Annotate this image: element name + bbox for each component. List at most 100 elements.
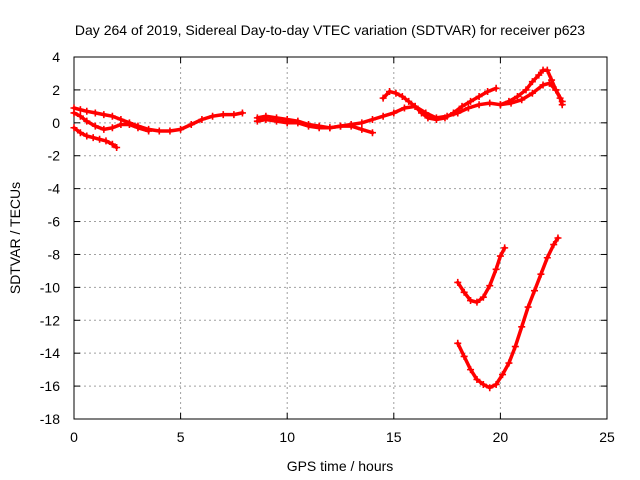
data-point [305, 120, 313, 128]
data-point [83, 132, 91, 140]
data-point [83, 107, 91, 115]
data-point [537, 270, 545, 278]
y-tick-label: -8 [48, 246, 61, 262]
data-point [454, 278, 462, 286]
data-point [513, 92, 521, 100]
data-point [496, 252, 504, 260]
data-point [535, 71, 543, 79]
data-point [467, 97, 475, 105]
series-track-h [454, 244, 509, 306]
data-point [125, 120, 133, 128]
data-point [400, 104, 408, 112]
data-point [390, 109, 398, 117]
x-tick-label: 0 [70, 429, 78, 445]
data-point [424, 114, 432, 122]
plot-frame [73, 56, 608, 420]
y-tick-label: -18 [40, 411, 60, 427]
data-point [198, 116, 206, 124]
data-point [91, 109, 99, 117]
data-point [505, 97, 513, 105]
data-point [405, 97, 413, 105]
data-point [379, 94, 387, 102]
data-point [505, 359, 513, 367]
data-point [166, 127, 174, 135]
data-point [543, 254, 551, 262]
data-point [486, 99, 494, 107]
y-axis-label: SDTVAR / TECUs [7, 182, 23, 294]
data-point [89, 134, 97, 142]
data-series [70, 66, 566, 392]
x-tick-label: 20 [493, 429, 509, 445]
chart-title: Day 264 of 2019, Sidereal Day-to-day VTE… [75, 22, 585, 38]
series-line [456, 236, 560, 390]
data-point [230, 111, 238, 119]
data-point [460, 288, 468, 296]
series-track-b [70, 109, 153, 135]
data-point [528, 89, 536, 97]
series-line [381, 86, 498, 122]
data-point [238, 109, 246, 117]
series-track-f [379, 84, 500, 124]
x-tick-label: 10 [279, 429, 295, 445]
data-point [432, 116, 440, 124]
data-point [76, 129, 84, 137]
data-point [552, 86, 560, 94]
data-point [392, 89, 400, 97]
data-point [177, 125, 185, 133]
y-tick-label: -12 [40, 312, 60, 328]
data-point [294, 117, 302, 125]
data-point [548, 76, 556, 84]
data-point [262, 112, 270, 120]
y-tick-label: 0 [52, 115, 60, 131]
data-point [460, 352, 468, 360]
data-point [117, 120, 125, 128]
data-point [550, 241, 558, 249]
series-track-e [253, 79, 566, 132]
data-point [518, 323, 526, 331]
data-point [386, 88, 394, 96]
series-track-a [70, 104, 246, 135]
data-point [479, 380, 487, 388]
data-point [501, 244, 509, 252]
data-point [108, 124, 116, 132]
data-point [113, 144, 121, 151]
data-point [219, 111, 227, 119]
x-tick-label: 5 [177, 429, 185, 445]
data-point [347, 120, 355, 128]
data-point [518, 96, 526, 104]
data-point [522, 86, 530, 94]
data-point [358, 119, 366, 127]
data-point [76, 112, 84, 120]
y-tick-label: -6 [48, 214, 61, 230]
x-axis-label: GPS time / hours [287, 458, 394, 474]
data-point [253, 114, 261, 122]
data-point [528, 78, 536, 86]
data-point [467, 297, 475, 305]
data-point [337, 122, 344, 130]
data-point [326, 124, 334, 132]
data-point [411, 102, 419, 110]
data-point [368, 116, 376, 124]
series-track-c [70, 124, 121, 151]
x-tick-label: 25 [599, 429, 615, 445]
data-point [449, 109, 457, 117]
data-point [492, 380, 500, 388]
data-point [556, 94, 564, 102]
data-point [273, 114, 281, 122]
data-point [496, 101, 504, 109]
data-point [511, 343, 519, 351]
series-track-i [454, 234, 562, 392]
y-tick-label: -16 [40, 378, 60, 394]
data-point [145, 127, 153, 135]
data-point [464, 104, 472, 112]
data-point [454, 339, 462, 347]
y-tick-label: -10 [40, 279, 60, 295]
data-point [134, 124, 142, 132]
data-point [398, 92, 406, 100]
data-point [83, 117, 91, 125]
data-point [475, 101, 483, 109]
data-point [475, 92, 483, 100]
y-tick-label: -4 [48, 181, 61, 197]
